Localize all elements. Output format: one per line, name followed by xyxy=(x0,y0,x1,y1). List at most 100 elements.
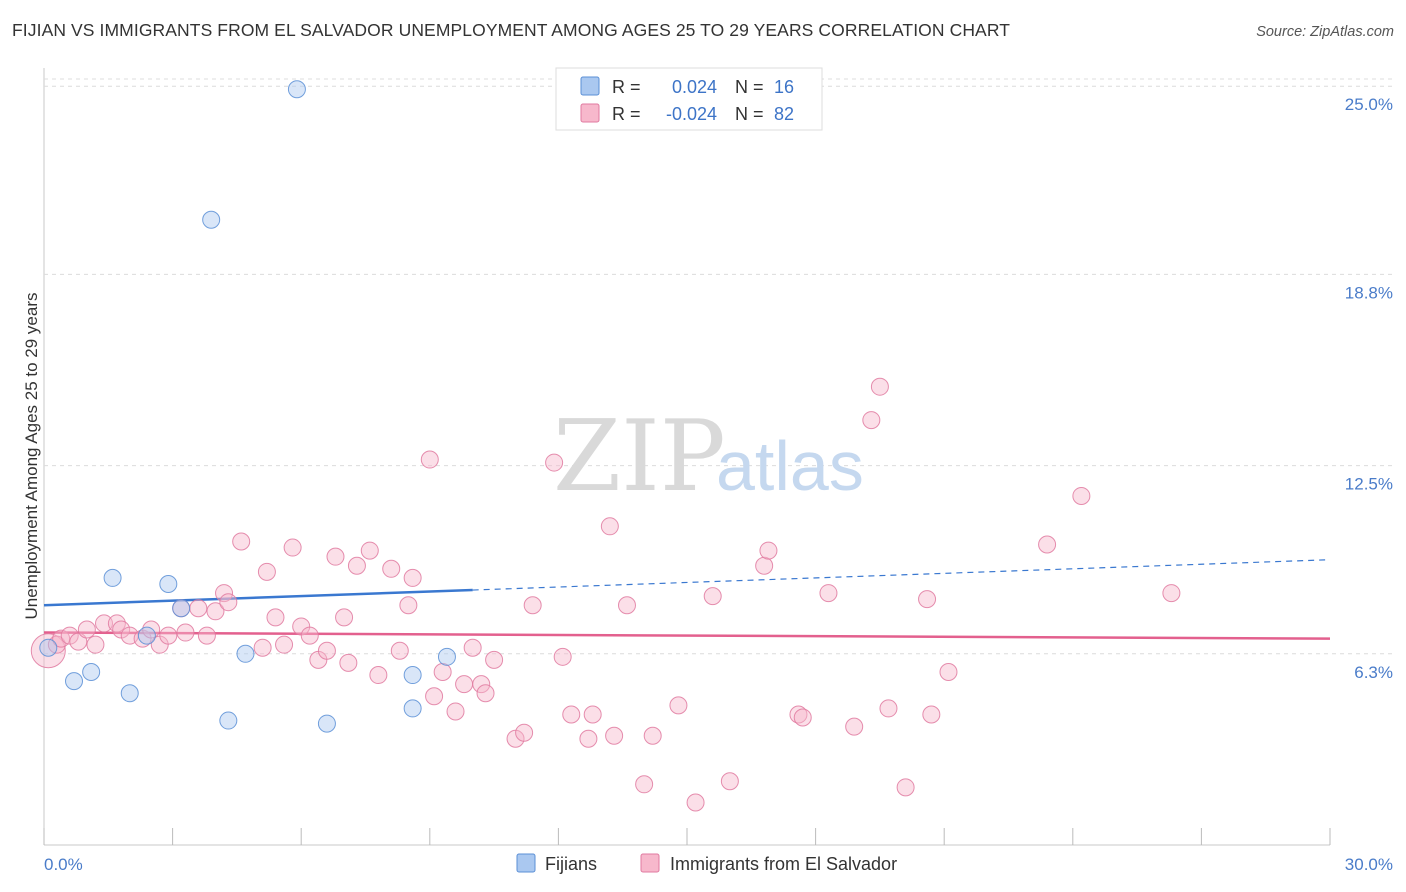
point-salvador xyxy=(266,608,285,627)
point-salvador xyxy=(403,568,422,587)
point-salvador xyxy=(870,377,889,396)
x-ticks xyxy=(43,828,1331,845)
point-salvador xyxy=(515,723,534,742)
point-salvador xyxy=(206,602,225,621)
point-salvador xyxy=(360,541,379,560)
legend-swatch-fijians xyxy=(580,76,600,96)
legend-n-label-salvador: N = xyxy=(735,104,764,124)
gridlines xyxy=(44,78,1393,655)
point-salvador xyxy=(455,675,474,694)
point-salvador xyxy=(759,541,778,560)
point-salvador xyxy=(197,626,216,645)
point-salvador xyxy=(635,775,654,794)
point-fijians xyxy=(437,647,456,666)
point-salvador xyxy=(390,641,409,660)
point-salvador xyxy=(253,638,272,657)
point-fijians xyxy=(120,684,139,703)
point-salvador xyxy=(176,623,195,642)
point-salvador xyxy=(335,608,354,627)
point-salvador xyxy=(896,778,915,797)
point-salvador xyxy=(617,596,636,615)
point-salvador xyxy=(215,584,234,603)
point-salvador xyxy=(583,705,602,724)
point-salvador xyxy=(1162,584,1181,603)
point-fijians xyxy=(219,711,238,730)
trend-line-fijians-extension xyxy=(472,559,1331,591)
point-salvador xyxy=(819,584,838,603)
point-fijians xyxy=(317,714,336,733)
trend-line-salvador xyxy=(43,631,1331,640)
point-salvador xyxy=(275,635,294,654)
point-salvador xyxy=(553,647,572,666)
bottom-legend-swatch-fijians xyxy=(516,853,536,873)
point-fijians xyxy=(103,568,122,587)
point-salvador xyxy=(793,708,812,727)
bottom-legend-label-fijians: Fijians xyxy=(545,854,597,874)
point-fijians xyxy=(82,662,101,681)
point-salvador xyxy=(562,705,581,724)
point-salvador xyxy=(669,696,688,715)
y-tick-label: 18.8% xyxy=(1345,283,1393,302)
point-salvador xyxy=(472,675,491,694)
point-fijians xyxy=(39,638,58,657)
chart-source: Source: ZipAtlas.com xyxy=(1256,24,1394,40)
legend-r-value-salvador: -0.024 xyxy=(666,104,717,124)
point-salvador xyxy=(1072,486,1091,505)
trend-lines xyxy=(43,559,1331,640)
y-tick-label: 6.3% xyxy=(1354,663,1393,682)
point-salvador xyxy=(300,626,319,645)
point-salvador xyxy=(257,562,276,581)
point-fijians xyxy=(202,210,221,229)
point-salvador xyxy=(420,450,439,469)
y-tick-labels: 6.3% 12.5% 18.8% 25.0% xyxy=(1345,95,1393,682)
y-axis-label: Unemployment Among Ages 25 to 29 years xyxy=(22,293,41,620)
point-salvador xyxy=(720,772,739,791)
legend-r-label-salvador: R = xyxy=(612,104,641,124)
point-salvador xyxy=(643,726,662,745)
point-salvador xyxy=(862,411,881,430)
point-salvador xyxy=(523,596,542,615)
point-salvador xyxy=(326,547,345,566)
point-fijians xyxy=(137,626,156,645)
point-fijians xyxy=(287,80,306,99)
point-salvador xyxy=(605,726,624,745)
chart-title: FIJIAN VS IMMIGRANTS FROM EL SALVADOR UN… xyxy=(12,20,1011,40)
legend-r-label-fijians: R = xyxy=(612,77,641,97)
point-salvador xyxy=(95,614,114,633)
point-fijians xyxy=(403,699,422,718)
point-salvador xyxy=(686,793,705,812)
point-salvador xyxy=(30,633,66,669)
point-salvador xyxy=(425,687,444,706)
point-salvador xyxy=(485,650,504,669)
point-salvador xyxy=(446,702,465,721)
point-salvador xyxy=(382,559,401,578)
point-salvador xyxy=(77,620,96,639)
point-salvador xyxy=(189,599,208,618)
point-salvador xyxy=(317,641,336,660)
point-salvador xyxy=(339,653,358,672)
point-salvador xyxy=(463,638,482,657)
legend-n-label-fijians: N = xyxy=(735,77,764,97)
point-salvador xyxy=(939,662,958,681)
point-salvador xyxy=(922,705,941,724)
stats-legend: R = 0.024 N = 16 R = -0.024 N = 82 xyxy=(555,67,823,131)
x-tick-label-min: 0.0% xyxy=(44,855,83,874)
point-salvador xyxy=(159,626,178,645)
point-fijians xyxy=(159,574,178,593)
y-tick-label: 25.0% xyxy=(1345,95,1393,114)
bottom-legend-label-salvador: Immigrants from El Salvador xyxy=(670,854,897,874)
point-salvador xyxy=(476,684,495,703)
y-tick-label: 12.5% xyxy=(1345,475,1393,494)
point-salvador xyxy=(600,517,619,536)
point-salvador xyxy=(545,453,564,472)
legend-n-value-fijians: 16 xyxy=(774,77,794,97)
point-salvador xyxy=(399,596,418,615)
point-salvador xyxy=(879,699,898,718)
trend-line-fijians xyxy=(43,588,473,607)
point-salvador xyxy=(433,662,452,681)
point-fijians xyxy=(65,672,84,691)
watermark-atlas: atlas xyxy=(716,427,864,505)
point-salvador xyxy=(283,538,302,557)
point-salvador xyxy=(703,587,722,606)
